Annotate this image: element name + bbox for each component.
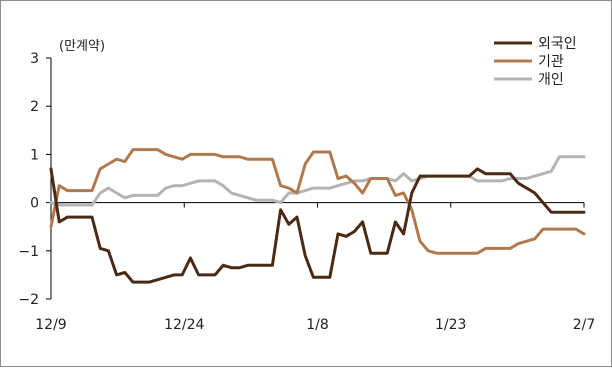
y-tick-label: 3 bbox=[30, 51, 39, 67]
legend-label-0: 외국인 bbox=[538, 36, 577, 52]
y-tick-label: −2 bbox=[18, 292, 39, 308]
unit-label: (만계약) bbox=[59, 39, 105, 54]
series-lines bbox=[49, 148, 586, 284]
y-tick-label: 1 bbox=[30, 147, 39, 163]
legend-label-2: 개인 bbox=[538, 72, 564, 88]
x-tick-label: 12/9 bbox=[35, 317, 66, 333]
y-tick-label: 2 bbox=[30, 99, 39, 115]
x-tick-labels: 12/9 12/24 1/8 1/23 2/7 bbox=[35, 317, 595, 333]
series-line-0 bbox=[49, 167, 586, 284]
series-line-2 bbox=[49, 155, 586, 207]
series-line-1 bbox=[49, 148, 586, 255]
y-tick-labels: 3 2 1 0 −1 −2 bbox=[18, 51, 39, 308]
axes bbox=[46, 57, 585, 300]
legend-label-1: 기관 bbox=[538, 54, 564, 70]
x-tick-label: 1/23 bbox=[435, 317, 466, 333]
y-tick-label: 0 bbox=[30, 196, 39, 212]
y-tick-label: −1 bbox=[18, 244, 39, 260]
x-tick-label: 1/8 bbox=[306, 317, 329, 333]
x-tick-label: 12/24 bbox=[164, 317, 204, 333]
x-tick-label: 2/7 bbox=[573, 317, 596, 333]
